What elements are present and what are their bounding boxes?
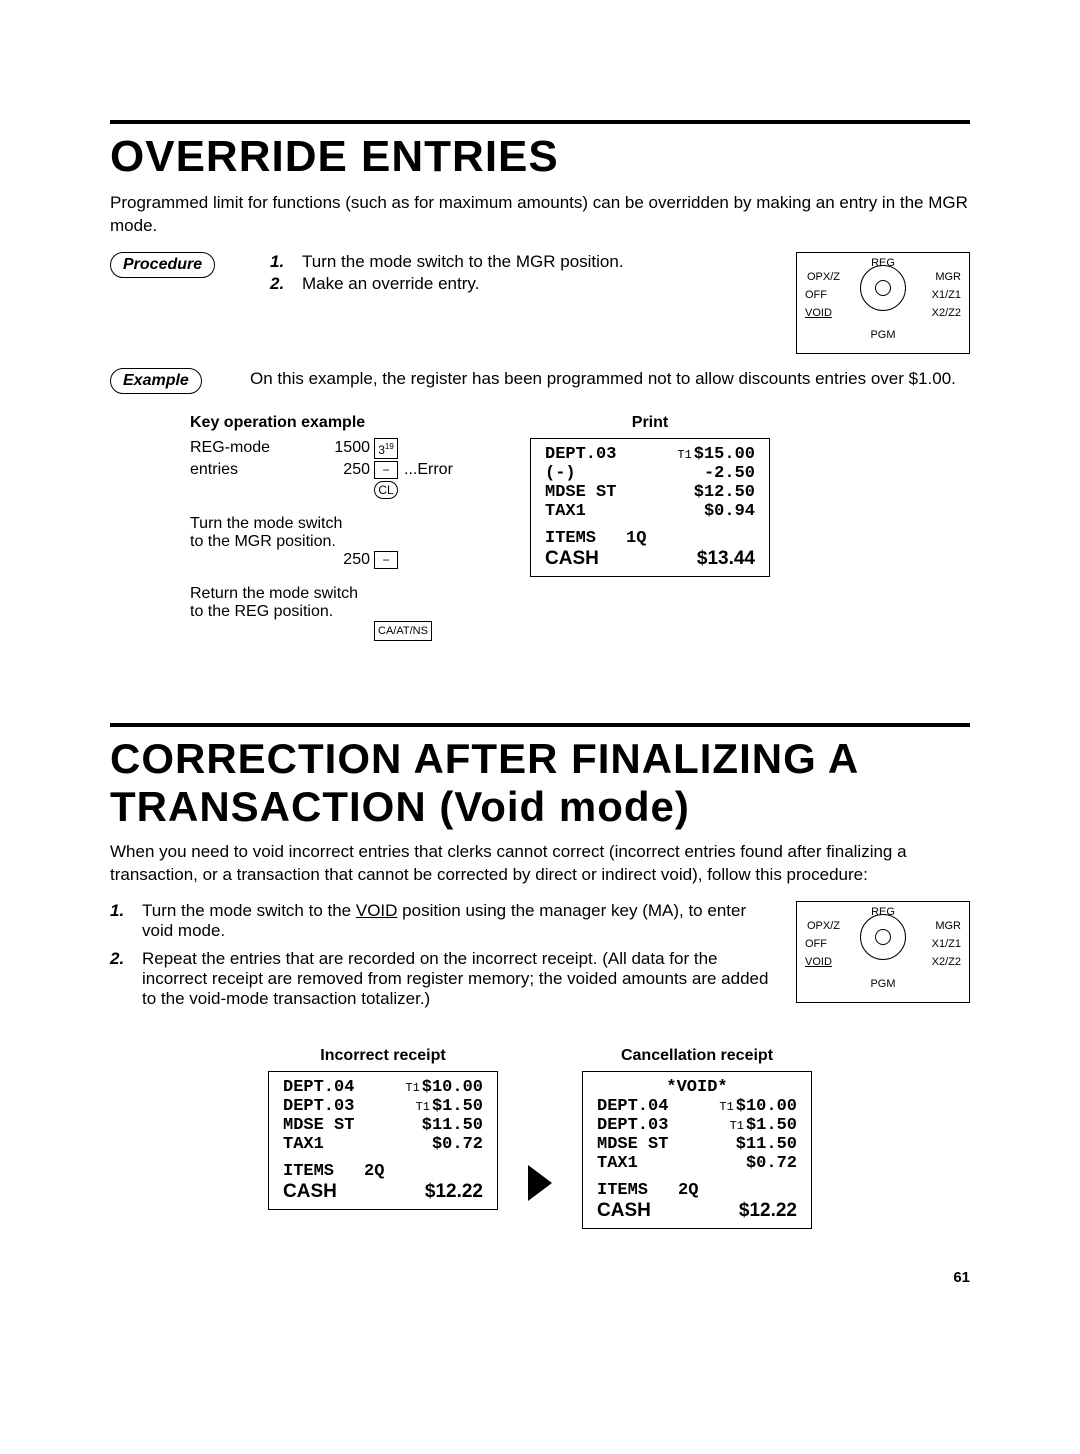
mode-switch-diagram: REG OPX/Z OFF VOID PGM MGR X1/Z1 X2/Z2 xyxy=(796,252,970,354)
procedure-pill: Procedure xyxy=(110,252,215,278)
page-number: 61 xyxy=(110,1269,970,1286)
procedure-steps: 1.Turn the mode switch to the MGR positi… xyxy=(270,252,776,294)
keycap-cl: CL xyxy=(374,481,398,499)
keycap-3: 319 xyxy=(374,438,398,459)
section2-title: CORRECTION AFTER FINALIZING A TRANSACTIO… xyxy=(110,735,970,831)
section1-intro: Programmed limit for functions (such as … xyxy=(110,192,970,238)
receipt-incorrect: DEPT.04T1$10.00DEPT.03T1$1.50MDSE ST$11.… xyxy=(268,1071,498,1210)
keycap-ca-at-ns: CA/AT/NS xyxy=(374,621,432,641)
example-text: On this example, the register has been p… xyxy=(250,368,970,391)
section-rule xyxy=(110,120,970,124)
print-heading: Print xyxy=(530,414,770,432)
incorrect-receipt-heading: Incorrect receipt xyxy=(320,1047,445,1065)
kop-heading: Key operation example xyxy=(190,414,470,432)
section1-title: OVERRIDE ENTRIES xyxy=(110,132,970,182)
mode-switch-diagram-2: REG OPX/Z OFF VOID PGM MGR X1/Z1 X2/Z2 xyxy=(796,901,970,1003)
receipt-override: DEPT.03T1$15.00(-)-2.50MDSE ST$12.50TAX1… xyxy=(530,438,770,577)
keycap-minus-2: − xyxy=(374,551,398,569)
key-operation-example: REG-mode 1500 319 entries 250 − ...Error… xyxy=(190,438,470,641)
section-rule-2 xyxy=(110,723,970,727)
cancellation-receipt-heading: Cancellation receipt xyxy=(621,1047,773,1065)
receipt-cancellation: *VOID*DEPT.04T1$10.00DEPT.03T1$1.50MDSE … xyxy=(582,1071,812,1229)
keycap-minus: − xyxy=(374,461,398,479)
void-steps: 1. Turn the mode switch to the VOID posi… xyxy=(110,901,776,1009)
section2-intro: When you need to void incorrect entries … xyxy=(110,841,970,887)
example-pill: Example xyxy=(110,368,202,394)
arrow-icon xyxy=(528,1165,552,1201)
